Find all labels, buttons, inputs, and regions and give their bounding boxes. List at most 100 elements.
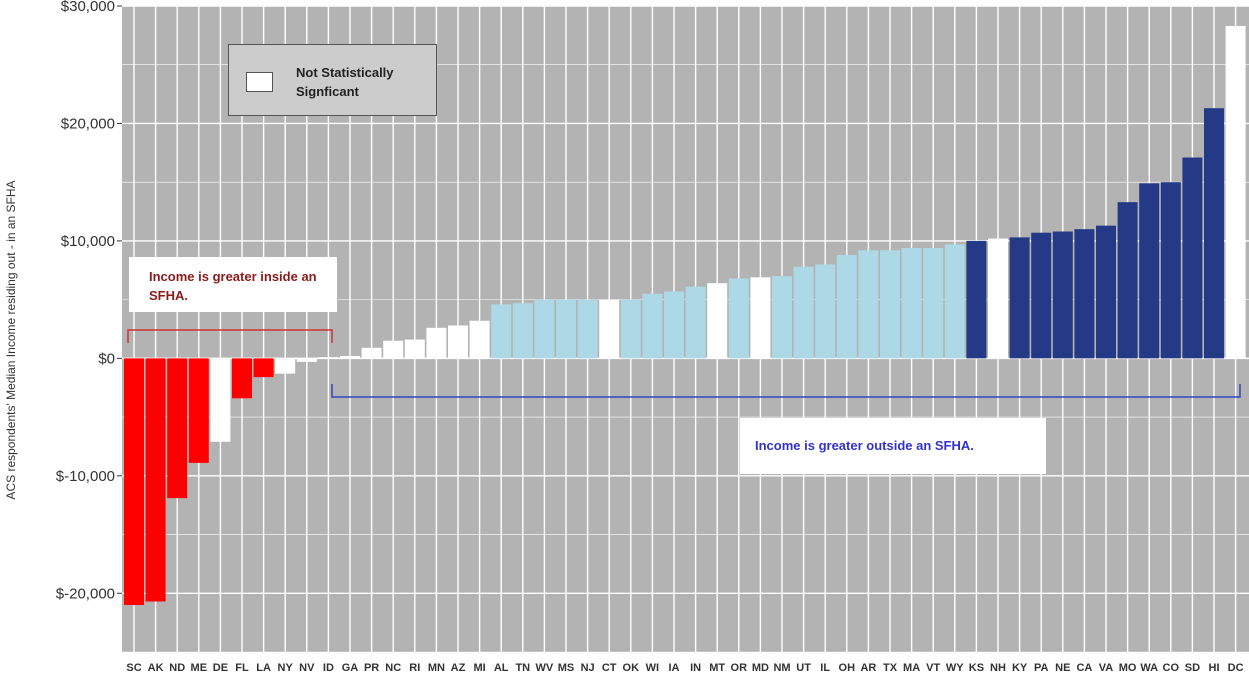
x-tick-label: FL	[235, 662, 249, 674]
y-tick-label: $30,000	[61, 0, 115, 15]
x-tick-label: NC	[385, 662, 401, 674]
bar-nv	[296, 358, 317, 362]
x-tick-label: MA	[903, 662, 920, 674]
x-tick-label: VA	[1099, 662, 1114, 674]
bar-az	[448, 325, 468, 359]
bar-mn	[426, 327, 447, 359]
bar-id	[318, 357, 339, 359]
bar-nm	[772, 276, 792, 359]
bar-ri	[404, 339, 425, 359]
x-tick-label: AR	[860, 662, 876, 674]
bar-ny	[275, 358, 296, 374]
bar-fl	[232, 358, 252, 399]
annotation-brackets	[127, 329, 1241, 398]
x-tick-label: MD	[752, 662, 769, 674]
bar-dc	[1225, 25, 1246, 359]
bar-il	[815, 264, 836, 359]
y-tick-label: $20,000	[61, 115, 115, 132]
x-tick-label: NM	[773, 662, 790, 674]
legend: Not Statistically Signficant	[228, 44, 437, 116]
y-tick-label: $-20,000	[56, 585, 115, 602]
x-tick-label: IL	[820, 662, 830, 674]
x-tick-label: MS	[558, 662, 575, 674]
bar-ia	[664, 291, 684, 359]
bar-ma	[901, 247, 922, 359]
legend-label: Not Statistically Signficant	[296, 65, 394, 99]
bar-de	[210, 358, 231, 442]
bar-sd	[1182, 157, 1203, 359]
bar-al	[491, 304, 512, 359]
x-tick-label: AK	[148, 662, 164, 674]
bar-mi	[469, 320, 490, 359]
x-tick-label: DC	[1228, 662, 1244, 674]
bar-nd	[167, 358, 188, 499]
x-tick-label: IA	[669, 662, 680, 674]
x-tick-label: DE	[213, 662, 228, 674]
outside-bracket	[331, 384, 1241, 398]
x-tick-label: CA	[1076, 662, 1092, 674]
grid-lines	[122, 5, 1249, 653]
bar-ak	[145, 358, 166, 602]
bar-tx	[880, 250, 900, 359]
x-tick-label: MT	[709, 662, 725, 674]
x-tick-label: WV	[536, 662, 554, 674]
bar-me	[188, 358, 209, 463]
x-tick-label: RI	[409, 662, 420, 674]
x-tick-label: PA	[1034, 662, 1049, 674]
x-tick-label: WA	[1140, 662, 1158, 674]
x-axis-labels: SC AK ND ME DE FL LA NY NV ID GA PR NC RI MN AZ MI AL TN WV…	[126, 662, 1243, 674]
x-tick-label: LA	[256, 662, 271, 674]
bar-ut	[793, 266, 814, 359]
bars	[124, 25, 1246, 606]
x-tick-label: MI	[473, 662, 485, 674]
bar-ct	[599, 299, 620, 359]
x-tick-label: NY	[278, 662, 294, 674]
bar-oh	[836, 255, 857, 359]
bar-co	[1160, 182, 1181, 359]
x-tick-label: WY	[946, 662, 964, 674]
x-tick-label: CT	[602, 662, 617, 674]
bar-ar	[858, 250, 879, 359]
x-tick-label: MO	[1119, 662, 1137, 674]
bar-mt	[707, 283, 728, 359]
x-tick-label: NV	[299, 662, 315, 674]
x-tick-label: ID	[323, 662, 334, 674]
x-tick-label: NH	[990, 662, 1006, 674]
bar-ms	[556, 299, 576, 359]
x-tick-label: ND	[169, 662, 185, 674]
bar-wi	[642, 293, 663, 359]
legend-swatch-not-significant	[246, 72, 273, 92]
y-tick-label: $10,000	[61, 233, 115, 250]
y-axis-ticks: $-20,000 $-10,000 $0 $10,000 $20,000 $30,000	[56, 0, 122, 602]
x-tick-label: IN	[690, 662, 701, 674]
annotation-outside: Income is greater outside an SFHA.	[740, 418, 1046, 474]
x-tick-label: AL	[494, 662, 509, 674]
y-axis-label: ACS respondents' Median Income residing …	[4, 180, 18, 499]
bar-ca	[1074, 229, 1095, 359]
x-tick-label: SC	[126, 662, 141, 674]
x-tick-label: PR	[364, 662, 379, 674]
x-tick-label: UT	[796, 662, 811, 674]
x-tick-label: HI	[1209, 662, 1220, 674]
bar-mo	[1117, 202, 1138, 359]
x-tick-label: GA	[342, 662, 359, 674]
x-tick-label: VT	[926, 662, 940, 674]
bar-hi	[1204, 108, 1224, 359]
x-tick-label: MN	[428, 662, 445, 674]
bar-wa	[1139, 183, 1160, 359]
x-tick-label: TN	[515, 662, 530, 674]
bar-in	[685, 286, 706, 359]
x-tick-label: OR	[731, 662, 748, 674]
y-tick-label: $-10,000	[56, 468, 115, 485]
y-tick-label: $0	[98, 350, 115, 367]
x-tick-label: KY	[1012, 662, 1028, 674]
x-tick-label: AZ	[451, 662, 466, 674]
bar-wy	[944, 244, 965, 359]
bar-tn	[512, 303, 533, 359]
annotation-inside: Income is greater inside an SFHA.	[129, 257, 337, 312]
bar-pa	[1031, 232, 1052, 359]
bar-wv	[534, 299, 555, 359]
inside-bracket	[127, 329, 333, 343]
bar-md	[750, 277, 771, 359]
x-tick-label: CO	[1163, 662, 1180, 674]
